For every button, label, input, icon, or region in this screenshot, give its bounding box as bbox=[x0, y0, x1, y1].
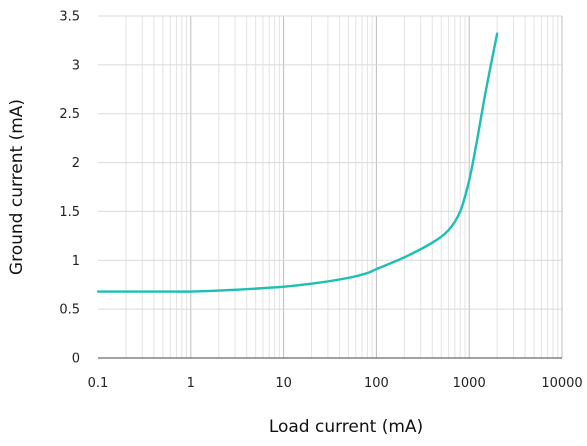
y-tick-label: 2 bbox=[72, 156, 80, 171]
minor-gridlines bbox=[125, 16, 559, 358]
x-tick-label: 1 bbox=[187, 376, 195, 391]
major-gridlines bbox=[98, 15, 563, 358]
y-tick-label: 1.5 bbox=[59, 205, 80, 220]
x-tick-label: 1000 bbox=[453, 376, 486, 391]
x-tick-label: 10000 bbox=[541, 376, 582, 391]
series-line bbox=[96, 32, 499, 293]
x-tick-label: 10 bbox=[275, 376, 292, 391]
x-tick-label: 100 bbox=[364, 376, 389, 391]
y-tick-labels: 0 0.5 1 1.5 2 2.5 3 3.5 bbox=[59, 10, 80, 367]
y-tick-label: 3.5 bbox=[59, 10, 80, 25]
y-tick-label: 3 bbox=[72, 58, 80, 73]
y-tick-label: 0.5 bbox=[59, 303, 80, 318]
x-tick-label: 0.1 bbox=[88, 376, 109, 391]
y-tick-label: 1 bbox=[72, 254, 80, 269]
y-tick-label: 2.5 bbox=[59, 107, 80, 122]
x-axis-title: Load current (mA) bbox=[269, 417, 423, 437]
x-tick-labels: 0.1 1 10 100 1000 10000 bbox=[88, 376, 583, 391]
y-tick-label: 0 bbox=[72, 352, 80, 367]
y-axis-title: Ground current (mA) bbox=[7, 99, 27, 275]
